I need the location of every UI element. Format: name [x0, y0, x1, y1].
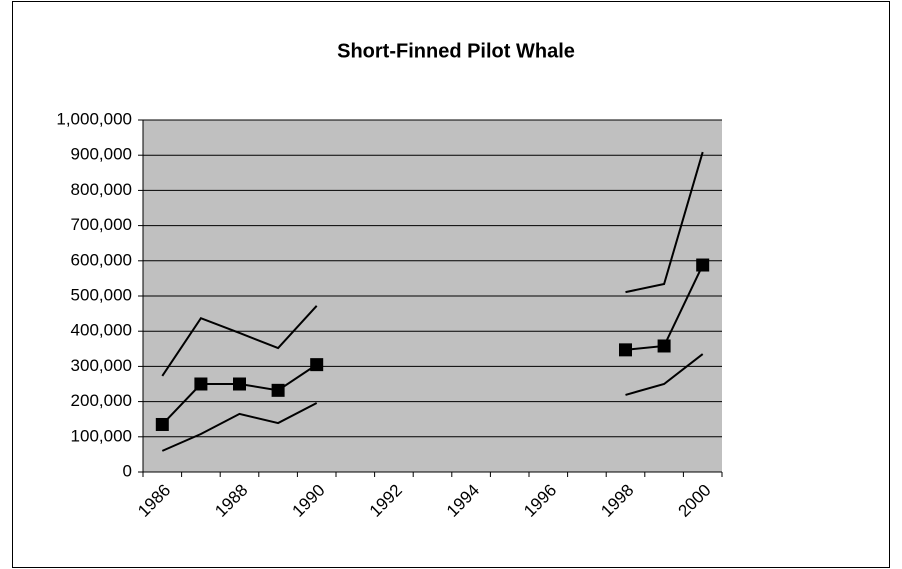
- series-marker: [271, 383, 285, 397]
- y-tick-label: 300,000: [71, 356, 132, 375]
- y-tick-label: 1,000,000: [56, 109, 132, 128]
- series-marker: [619, 343, 632, 357]
- y-tick-label: 900,000: [71, 145, 132, 164]
- series-marker: [310, 358, 324, 372]
- y-tick-label: 600,000: [71, 250, 132, 269]
- series-line: [161, 151, 704, 377]
- y-tick-label: 400,000: [71, 321, 132, 340]
- y-tick-label: 700,000: [71, 215, 132, 234]
- y-tick-label: 500,000: [71, 285, 132, 304]
- series-marker: [233, 377, 246, 391]
- y-tick-label: 200,000: [71, 391, 132, 410]
- series-marker: [657, 339, 671, 353]
- series-marker: [696, 258, 710, 272]
- y-tick-label: 100,000: [71, 426, 132, 445]
- series-marker: [194, 377, 208, 391]
- chart-title: Short-Finned Pilot Whale: [337, 40, 575, 62]
- series-line: [161, 353, 704, 452]
- series-marker: [155, 417, 169, 431]
- y-tick-label: 0: [123, 461, 132, 480]
- y-tick-label: 800,000: [71, 180, 132, 199]
